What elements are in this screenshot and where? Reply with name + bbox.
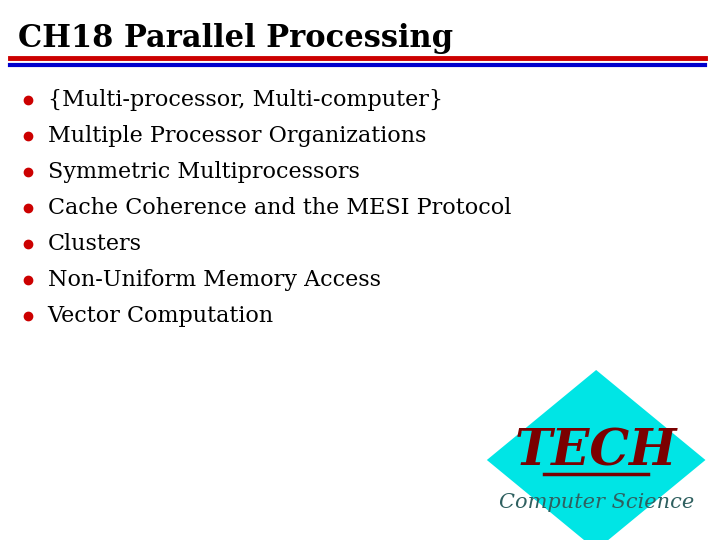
Text: {Multi-processor, Multi-computer}: {Multi-processor, Multi-computer} [48,89,443,111]
Text: Non-Uniform Memory Access: Non-Uniform Memory Access [48,269,381,291]
Text: Computer Science: Computer Science [498,492,694,511]
Text: Clusters: Clusters [48,233,142,255]
Text: Multiple Processor Organizations: Multiple Processor Organizations [48,125,426,147]
Text: Vector Computation: Vector Computation [48,305,274,327]
Text: TECH: TECH [515,428,678,476]
Polygon shape [487,370,706,540]
Text: Cache Coherence and the MESI Protocol: Cache Coherence and the MESI Protocol [48,197,511,219]
Text: CH18 Parallel Processing: CH18 Parallel Processing [18,23,453,53]
Text: Symmetric Multiprocessors: Symmetric Multiprocessors [48,161,359,183]
